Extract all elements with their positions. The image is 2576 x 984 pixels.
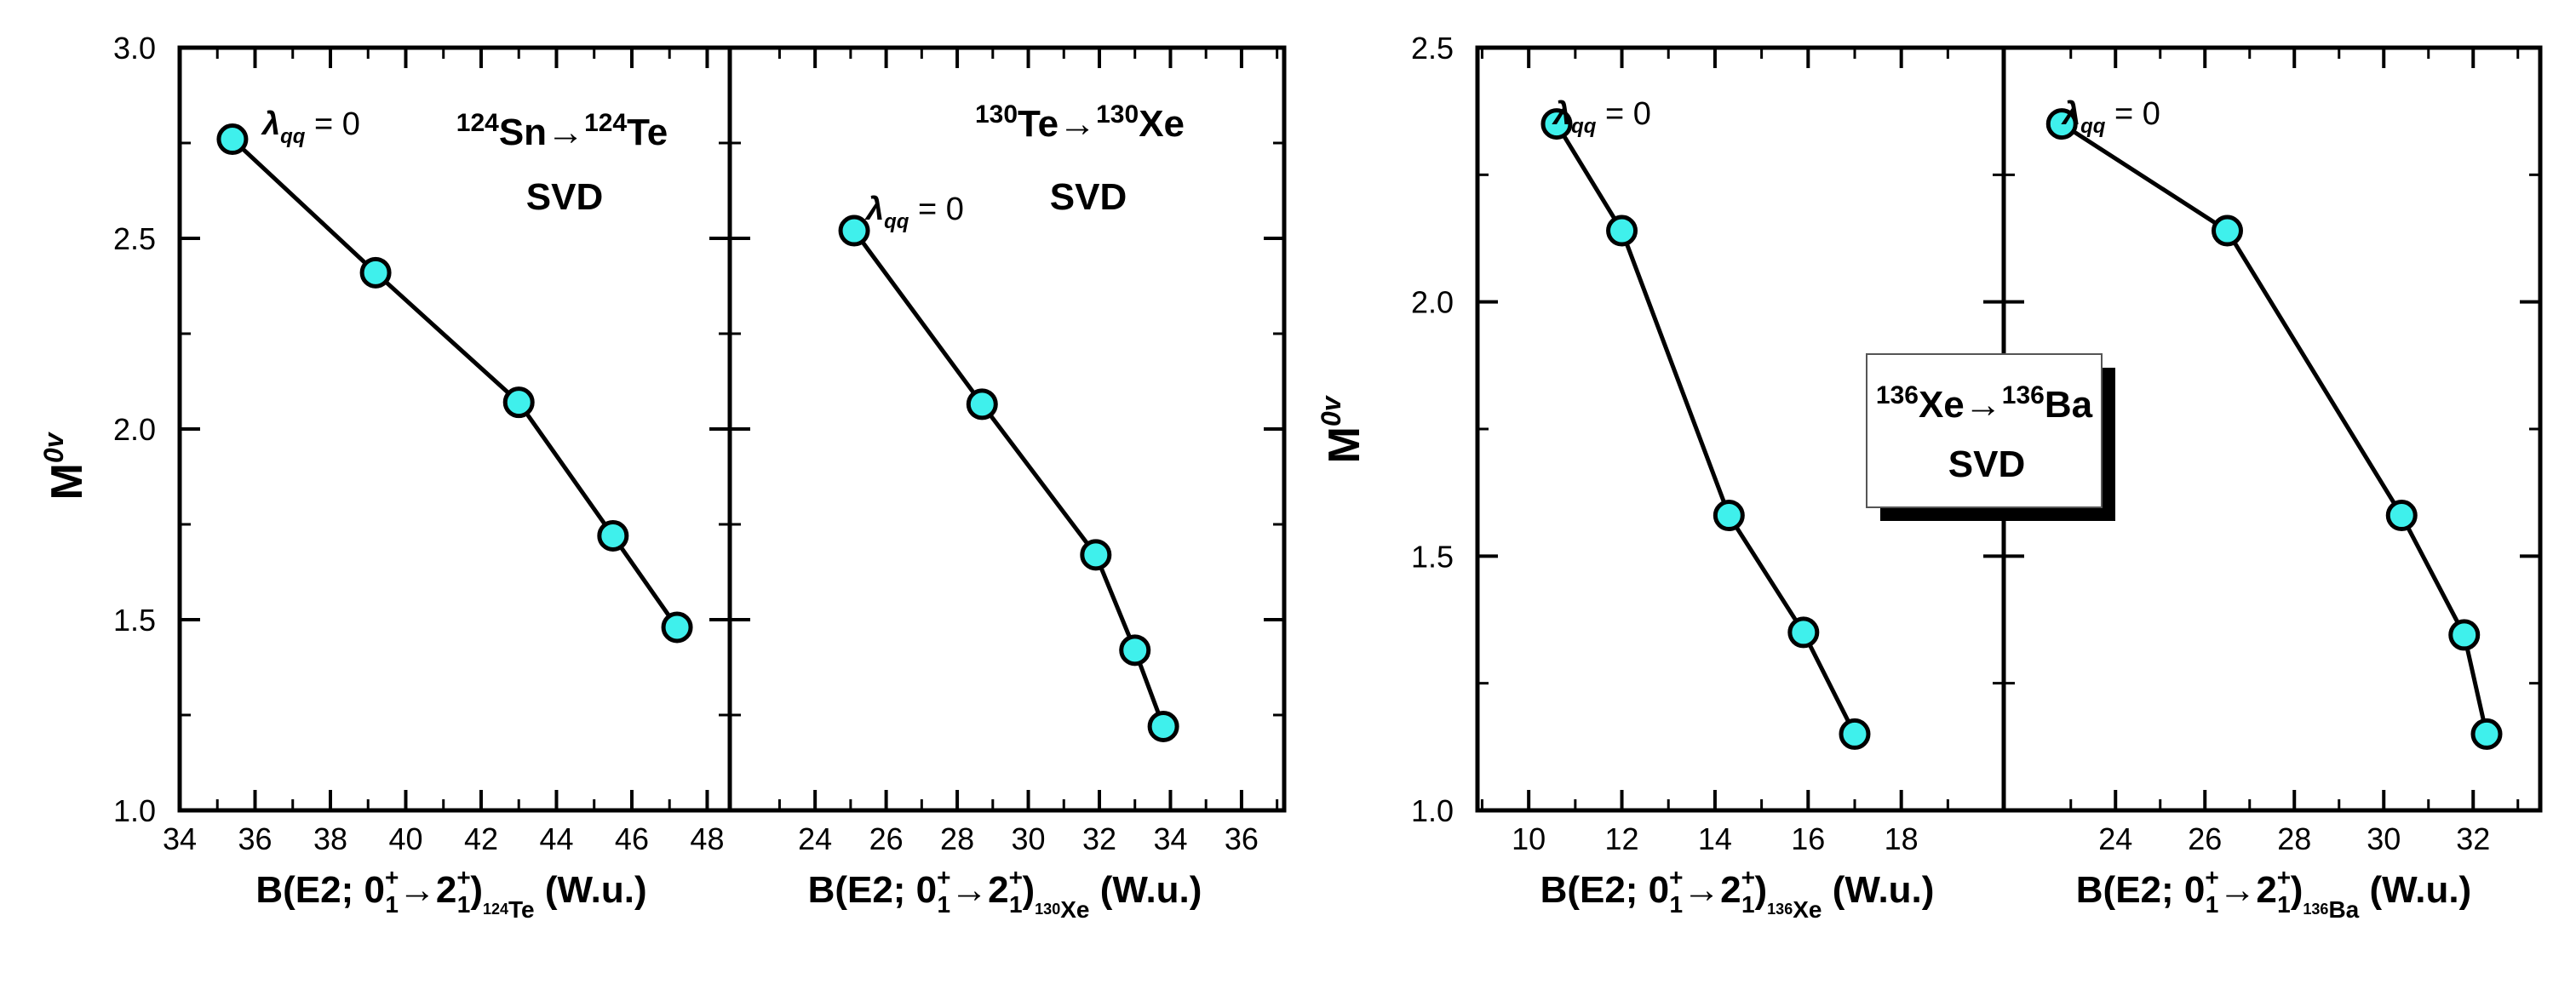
x-tick-label: 30 bbox=[2367, 821, 2401, 856]
left-a-title: 124Sn→124Te bbox=[456, 109, 668, 153]
data-point bbox=[1119, 634, 1151, 666]
y-tick-label: 1.5 bbox=[113, 603, 156, 638]
left-a-x-tick-labels: 34 36 38 40 42 44 46 48 bbox=[163, 821, 724, 856]
series-line bbox=[2060, 122, 2489, 735]
x-tick-label: 24 bbox=[798, 821, 832, 856]
data-point bbox=[1606, 215, 1638, 247]
x-tick-label: 18 bbox=[1885, 821, 1919, 856]
data-point bbox=[2045, 108, 2078, 140]
left-b-lambda-annotation: λqq = 0 bbox=[864, 192, 964, 233]
left-b-frame bbox=[727, 45, 1287, 813]
right-b-x-axis-label: B(E2; 0+ 1→2+ 1)136Ba (W.u.) bbox=[2076, 864, 2471, 923]
data-point bbox=[1839, 718, 1871, 750]
right-y-axis-label: M0v bbox=[1316, 394, 1369, 463]
left-a-series bbox=[216, 123, 693, 644]
x-tick-label: 48 bbox=[690, 821, 724, 856]
x-tick-label: 30 bbox=[1012, 821, 1046, 856]
data-point bbox=[966, 388, 998, 420]
left-figure: 34 36 38 40 42 44 46 48 24 26 28 30 32 34 36 1.0 1.5 2.… bbox=[38, 31, 1287, 923]
x-tick-label: 28 bbox=[940, 821, 974, 856]
right-b-x-tick-labels: 24 26 28 30 32 bbox=[2098, 821, 2490, 856]
left-a-method: SVD bbox=[526, 176, 603, 218]
y-tick-label: 2.5 bbox=[113, 221, 156, 256]
y-tick-label: 1.5 bbox=[1411, 539, 1454, 574]
right-title-box bbox=[1866, 353, 2103, 508]
x-tick-label: 36 bbox=[238, 821, 272, 856]
right-a-series bbox=[1540, 108, 1871, 750]
left-b-ticks bbox=[777, 46, 1284, 812]
x-tick-label: 12 bbox=[1605, 821, 1639, 856]
x-tick-label: 14 bbox=[1698, 821, 1732, 856]
y-tick-label: 2.5 bbox=[1411, 31, 1454, 66]
y-tick-label: 1.0 bbox=[1411, 793, 1454, 828]
right-a-x-axis-label: B(E2; 0+ 1→2+ 1)136Xe (W.u.) bbox=[1540, 864, 1935, 923]
data-point bbox=[359, 256, 392, 289]
right-y-tick-labels: 1.0 1.5 2.0 2.5 bbox=[1411, 31, 1454, 828]
x-tick-label: 16 bbox=[1791, 821, 1825, 856]
y-tick-label: 2.0 bbox=[113, 412, 156, 447]
left-y-tick-labels: 1.0 1.5 2.0 2.5 3.0 bbox=[113, 31, 156, 828]
data-point bbox=[597, 519, 629, 552]
x-tick-label: 42 bbox=[464, 821, 498, 856]
data-point bbox=[2470, 718, 2503, 750]
right-a-lambda-annotation: λqq = 0 bbox=[1552, 96, 1651, 138]
left-b-x-axis-label: B(E2; 0+ 1→2+ 1)130Xe (W.u.) bbox=[808, 864, 1202, 923]
right-figure: 10 12 14 16 18 24 26 28 30 32 1.0 1.5 2.0 2.5 M0v B… bbox=[1316, 31, 2543, 923]
left-y-axis-label: M0v bbox=[38, 431, 92, 500]
data-point bbox=[1080, 539, 1112, 571]
x-tick-label: 32 bbox=[2456, 821, 2490, 856]
data-point bbox=[502, 386, 535, 419]
x-tick-label: 40 bbox=[388, 821, 422, 856]
right-b-series bbox=[2045, 108, 2503, 750]
data-point bbox=[1713, 500, 1745, 532]
x-tick-label: 34 bbox=[1153, 821, 1187, 856]
right-title: 136Xe→136Ba bbox=[1876, 381, 2093, 426]
left-a-ticks bbox=[178, 46, 750, 812]
data-point bbox=[2385, 500, 2418, 532]
left-b-title: 130Te→130Xe bbox=[975, 100, 1185, 145]
right-a-x-tick-labels: 10 12 14 16 18 bbox=[1512, 821, 1919, 856]
data-point bbox=[1147, 710, 1179, 742]
x-tick-label: 36 bbox=[1225, 821, 1259, 856]
data-point bbox=[838, 215, 870, 247]
x-tick-label: 46 bbox=[615, 821, 649, 856]
x-tick-label: 10 bbox=[1512, 821, 1546, 856]
left-b-x-tick-labels: 24 26 28 30 32 34 36 bbox=[798, 821, 1259, 856]
x-tick-label: 26 bbox=[869, 821, 904, 856]
right-b-ticks bbox=[2069, 46, 2540, 812]
left-a-lambda-annotation: λqq = 0 bbox=[261, 106, 360, 148]
x-tick-label: 26 bbox=[2188, 821, 2222, 856]
x-tick-label: 44 bbox=[539, 821, 573, 856]
left-b-series bbox=[838, 215, 1179, 742]
data-point bbox=[216, 123, 249, 156]
y-tick-label: 1.0 bbox=[113, 793, 156, 828]
data-point bbox=[2448, 619, 2481, 651]
right-method: SVD bbox=[1948, 443, 2025, 485]
data-point bbox=[1787, 616, 1820, 649]
y-tick-label: 3.0 bbox=[113, 31, 156, 66]
left-a-x-axis-label: B(E2; 0+ 1→2+ 1)124Te (W.u.) bbox=[255, 864, 646, 923]
left-b-method: SVD bbox=[1050, 176, 1127, 218]
x-tick-label: 38 bbox=[313, 821, 347, 856]
y-tick-label: 2.0 bbox=[1411, 285, 1454, 320]
left-a-frame bbox=[177, 45, 732, 813]
data-point bbox=[1540, 108, 1573, 140]
series-line bbox=[852, 229, 1166, 728]
data-point bbox=[661, 611, 693, 644]
right-b-lambda-annotation: λqq = 0 bbox=[2061, 96, 2160, 138]
x-tick-label: 24 bbox=[2098, 821, 2132, 856]
x-tick-label: 32 bbox=[1082, 821, 1116, 856]
x-tick-label: 28 bbox=[2277, 821, 2311, 856]
x-tick-label: 34 bbox=[163, 821, 197, 856]
series-line bbox=[231, 137, 680, 629]
data-point bbox=[2212, 215, 2243, 247]
